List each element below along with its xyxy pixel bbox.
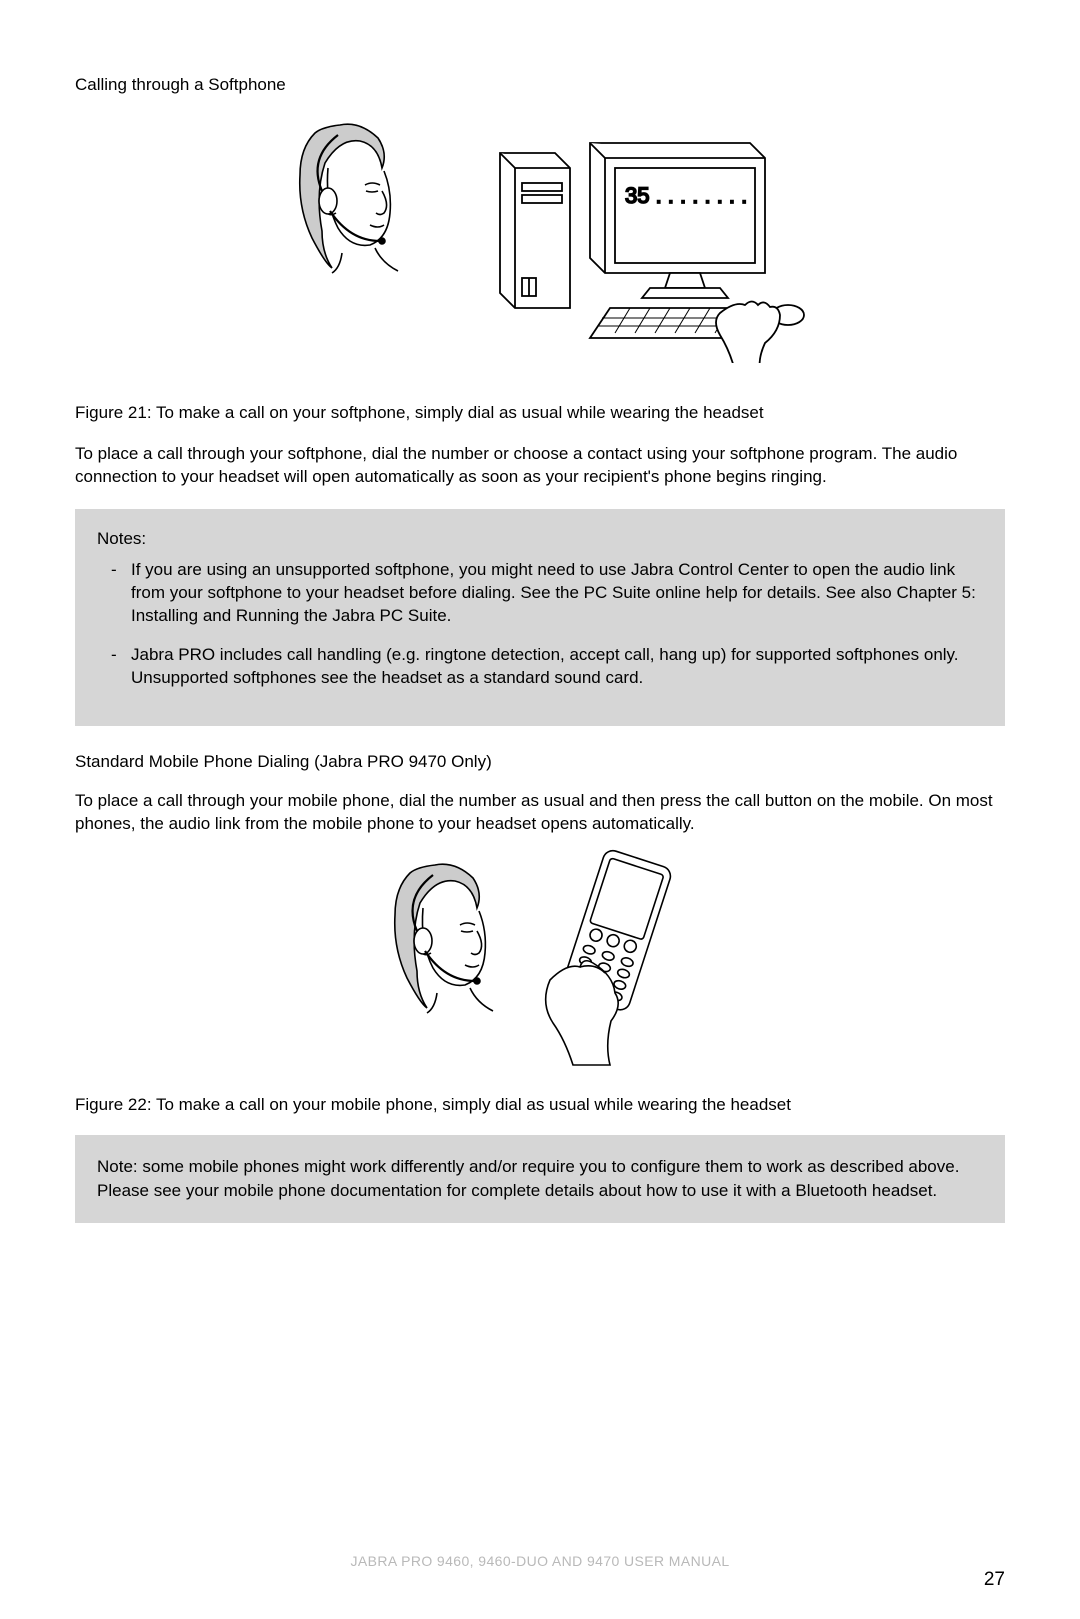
figure-21-illustration: 35 . . . . . . . .	[75, 113, 1005, 363]
note-item: If you are using an unsupported softphon…	[97, 559, 983, 628]
mobile-phone-icon	[355, 845, 725, 1075]
page-number: 27	[984, 1569, 1005, 1591]
paragraph-mobile: To place a call through your mobile phon…	[75, 790, 1005, 836]
computer-icon: 35 . . . . . . . .	[480, 113, 810, 363]
note-2-text: some mobile phones might work differentl…	[97, 1157, 959, 1200]
notes-box-2: Note: some mobile phones might work diff…	[75, 1135, 1005, 1223]
notes-heading-1: Notes:	[97, 529, 983, 549]
footer-manual-title: JABRA PRO 9460, 9460-DUO AND 9470 USER M…	[0, 1553, 1080, 1569]
section-heading-softphone: Calling through a Softphone	[75, 75, 1005, 95]
screen-number-text: 35 . . . . . . . .	[625, 183, 747, 208]
note-item: Jabra PRO includes call handling (e.g. r…	[97, 644, 983, 690]
notes-box-1: Notes: If you are using an unsupported s…	[75, 509, 1005, 726]
figure-21-caption: Figure 21: To make a call on your softph…	[75, 403, 1005, 423]
paragraph-softphone: To place a call through your softphone, …	[75, 443, 1005, 489]
section-heading-mobile: Standard Mobile Phone Dialing (Jabra PRO…	[75, 752, 1005, 772]
figure-22-caption: Figure 22: To make a call on your mobile…	[75, 1095, 1005, 1115]
note-2-prefix: Note:	[97, 1157, 142, 1176]
headset-person-icon	[270, 113, 420, 288]
figure-22-illustration	[75, 845, 1005, 1075]
